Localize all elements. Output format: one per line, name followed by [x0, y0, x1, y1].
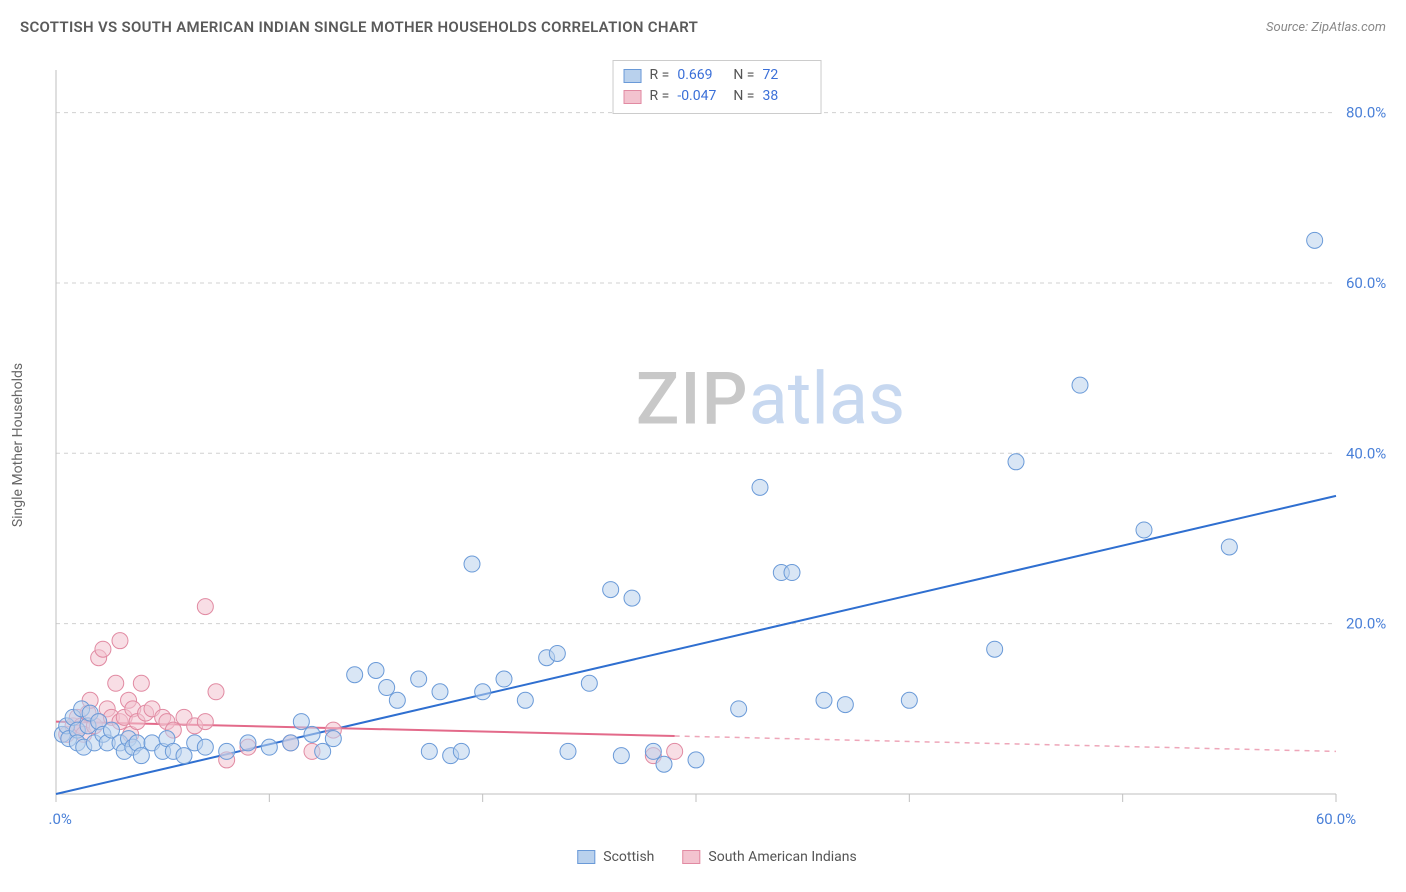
y-tick-label: 60.0%: [1346, 274, 1386, 292]
series-legend-item: South American Indians: [682, 849, 856, 865]
y-axis-title: Single Mother Households: [10, 363, 26, 527]
data-point: [133, 675, 149, 691]
data-point: [784, 565, 800, 581]
y-tick-label: 80.0%: [1346, 104, 1386, 122]
source-attribution: Source: ZipAtlas.com: [1266, 20, 1386, 35]
plot-area: Single Mother Households 20.0%40.0%60.0%…: [48, 60, 1386, 830]
series-legend-label: Scottish: [603, 849, 654, 865]
legend-swatch: [682, 850, 700, 864]
data-point: [901, 692, 917, 708]
data-point: [1307, 232, 1323, 248]
data-point: [603, 582, 619, 598]
x-tick-label: 0.0%: [48, 810, 72, 828]
data-point: [1072, 377, 1088, 393]
data-point: [347, 667, 363, 683]
chart-title: SCOTTISH VS SOUTH AMERICAN INDIAN SINGLE…: [20, 18, 698, 36]
data-point: [560, 743, 576, 759]
data-point: [421, 743, 437, 759]
data-point: [432, 684, 448, 700]
data-point: [688, 752, 704, 768]
data-point: [624, 590, 640, 606]
data-point: [176, 748, 192, 764]
r-label: R =: [650, 86, 670, 107]
data-point: [293, 714, 309, 730]
data-point: [496, 671, 512, 687]
data-point: [379, 680, 395, 696]
stats-legend-row: R = -0.047 N = 38: [624, 86, 811, 107]
data-point: [219, 743, 235, 759]
n-label: N =: [733, 65, 754, 86]
data-point: [453, 743, 469, 759]
n-value: 72: [762, 65, 810, 86]
data-point: [389, 692, 405, 708]
data-point: [987, 641, 1003, 657]
data-point: [517, 692, 533, 708]
data-point: [475, 684, 491, 700]
data-point: [197, 739, 213, 755]
data-point: [645, 743, 661, 759]
data-point: [816, 692, 832, 708]
data-point: [667, 743, 683, 759]
data-point: [95, 641, 111, 657]
data-point: [315, 743, 331, 759]
stats-legend: R = 0.669 N = 72 R = -0.047 N = 38: [613, 60, 822, 114]
data-point: [197, 714, 213, 730]
n-label: N =: [733, 86, 754, 107]
data-point: [261, 739, 277, 755]
data-point: [208, 684, 224, 700]
data-point: [613, 748, 629, 764]
legend-swatch: [624, 90, 642, 104]
data-point: [325, 731, 341, 747]
data-point: [752, 479, 768, 495]
data-point: [133, 748, 149, 764]
data-point: [283, 735, 299, 751]
series-legend-item: Scottish: [577, 849, 654, 865]
data-point: [112, 633, 128, 649]
data-point: [108, 675, 124, 691]
n-value: 38: [762, 86, 810, 107]
r-label: R =: [650, 65, 670, 86]
data-point: [581, 675, 597, 691]
data-point: [411, 671, 427, 687]
data-point: [464, 556, 480, 572]
data-point: [304, 726, 320, 742]
data-point: [240, 735, 256, 751]
y-tick-label: 40.0%: [1346, 444, 1386, 462]
r-value: 0.669: [677, 65, 725, 86]
r-value: -0.047: [677, 86, 725, 107]
y-tick-label: 20.0%: [1346, 615, 1386, 633]
data-point: [656, 756, 672, 772]
data-point: [368, 662, 384, 678]
data-point: [549, 645, 565, 661]
data-point: [197, 599, 213, 615]
series-legend: Scottish South American Indians: [577, 849, 856, 865]
data-point: [837, 697, 853, 713]
stats-legend-row: R = 0.669 N = 72: [624, 65, 811, 86]
x-tick-label: 60.0%: [1316, 810, 1356, 828]
scatter-chart: 20.0% 40.0% 60.0% 80.0% 0.0% 60.0%: [48, 60, 1386, 830]
legend-swatch: [577, 850, 595, 864]
data-point: [1136, 522, 1152, 538]
data-point: [731, 701, 747, 717]
data-point: [1008, 454, 1024, 470]
legend-swatch: [624, 69, 642, 83]
data-point: [1221, 539, 1237, 555]
title-bar: SCOTTISH VS SOUTH AMERICAN INDIAN SINGLE…: [20, 18, 1386, 36]
series-legend-label: South American Indians: [708, 849, 856, 865]
